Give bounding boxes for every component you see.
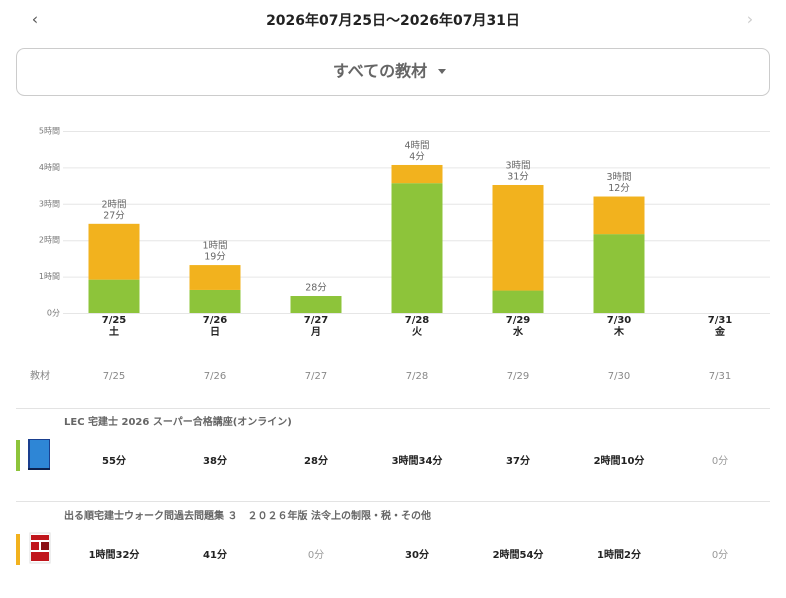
table-date: 7/30 <box>608 371 630 382</box>
filter-dropdown[interactable] <box>16 48 770 96</box>
bar-segment <box>189 265 241 290</box>
time-cell: 0分 <box>712 549 728 561</box>
total-label: 2時間 <box>101 199 126 210</box>
total-label: 4時間 <box>404 140 429 151</box>
series-color-bar <box>16 440 20 471</box>
material-title: 出る順宅建士ウォーク問過去問題集 ３ ２０２６年版 法令上の制限・税・その他 <box>64 509 431 522</box>
y-tick-label: 4時間 <box>39 163 60 172</box>
prev-week[interactable]: ‹ <box>32 10 38 29</box>
table-date: 7/31 <box>709 371 731 382</box>
bar-segment <box>88 279 140 313</box>
bar-segment <box>593 196 645 235</box>
x-weekday-label: 金 <box>714 325 726 338</box>
time-cell: 38分 <box>203 454 227 467</box>
total-label: 19分 <box>204 252 226 263</box>
x-tick-label: 7/30 <box>607 315 632 326</box>
x-weekday-label: 日 <box>210 326 220 338</box>
time-cell: 2時間10分 <box>594 454 645 467</box>
y-tick-label: 2時間 <box>39 236 60 245</box>
x-weekday-label: 土 <box>109 325 119 338</box>
time-cell: 0分 <box>712 455 728 467</box>
time-cell: 0分 <box>308 549 324 561</box>
x-weekday-label: 月 <box>310 326 321 338</box>
total-label: 3時間 <box>606 172 631 183</box>
period-title: 2026年07月25日〜2026年07月31日 <box>266 12 520 29</box>
time-cell: 3時間34分 <box>392 454 443 467</box>
time-cell: 41分 <box>203 548 227 561</box>
time-cell: 2時間54分 <box>493 548 544 561</box>
total-label: 27分 <box>103 210 125 221</box>
x-weekday-label: 木 <box>613 325 625 338</box>
table-date: 7/27 <box>305 371 327 382</box>
table-date: 7/26 <box>204 371 226 382</box>
bar-segment <box>391 183 443 313</box>
table-date: 7/25 <box>103 371 125 382</box>
dropdown-caret <box>438 69 446 74</box>
bar-segment <box>189 289 241 313</box>
x-tick-label: 7/28 <box>405 315 430 326</box>
bar-segment <box>391 164 443 184</box>
table-date: 7/28 <box>406 371 428 382</box>
total-label: 4分 <box>409 151 425 162</box>
y-tick-label: 5時間 <box>39 127 60 136</box>
x-tick-label: 7/25 <box>102 315 127 326</box>
table-header: 教材 <box>30 369 50 382</box>
table-date: 7/29 <box>507 371 529 382</box>
time-cell: 28分 <box>304 454 328 467</box>
time-cell: 55分 <box>102 454 126 467</box>
bar-segment <box>88 223 140 280</box>
bar-segment <box>593 234 645 313</box>
total-label: 12分 <box>608 183 630 194</box>
next-week[interactable]: › <box>747 10 753 29</box>
book-icon-blue <box>28 439 50 470</box>
total-label: 3時間 <box>505 160 530 171</box>
time-cell: 30分 <box>405 548 429 561</box>
x-tick-label: 7/31 <box>708 315 733 326</box>
x-tick-label: 7/26 <box>203 315 228 326</box>
x-weekday-label: 水 <box>512 325 524 338</box>
series-color-bar <box>16 534 20 565</box>
y-tick-label: 1時間 <box>39 272 60 281</box>
total-label: 28分 <box>305 283 327 294</box>
material-title: LEC 宅建士 2026 スーパー合格講座(オンライン) <box>64 415 292 428</box>
bar-segment <box>492 290 544 313</box>
x-tick-label: 7/27 <box>304 315 329 326</box>
bar-segment <box>492 184 544 291</box>
total-label: 1時間 <box>202 241 227 252</box>
time-cell: 37分 <box>506 454 530 467</box>
time-cell: 1時間32分 <box>89 548 140 561</box>
bar-segment <box>290 296 342 313</box>
x-weekday-label: 火 <box>412 326 423 338</box>
book-icon-red <box>29 532 51 564</box>
time-cell: 1時間2分 <box>597 548 641 561</box>
y-tick-label: 0分 <box>47 309 60 318</box>
y-tick-label: 3時間 <box>39 199 60 208</box>
total-label: 31分 <box>507 171 529 182</box>
x-tick-label: 7/29 <box>506 315 531 326</box>
filter-label[interactable]: すべての教材 <box>333 62 427 81</box>
